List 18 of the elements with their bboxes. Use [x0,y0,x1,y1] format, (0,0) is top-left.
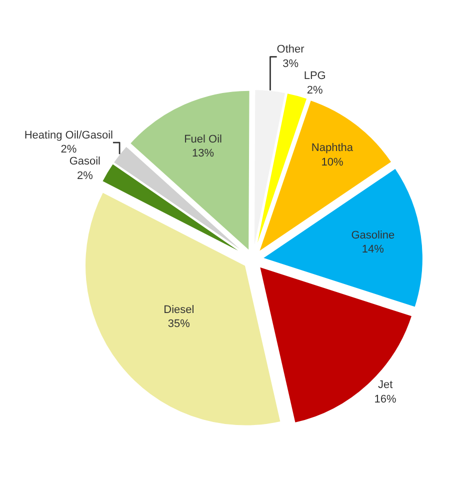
slice-label: Jet [378,378,393,391]
slice-label: Gasoil [69,156,100,168]
data-label: 13% [192,148,214,160]
slice-label: Other [276,44,305,56]
data-label: 35% [168,318,190,330]
data-label: 2% [76,170,94,182]
slice-label: Diesel [164,304,194,316]
slice-label: Fuel Oil [184,133,222,146]
data-label: 2% [306,84,324,96]
data-label: 16% [374,393,397,406]
slice-label: Heating Oil/Gasoil [24,129,113,142]
data-label: 14% [362,244,384,256]
data-label: 10% [321,156,344,168]
slice-label: Naphtha [311,142,354,154]
data-label: 3% [282,58,299,70]
slice-label: LPG [304,70,326,82]
slice-label: Gasoline [351,229,395,242]
data-label: 2% [60,144,77,156]
